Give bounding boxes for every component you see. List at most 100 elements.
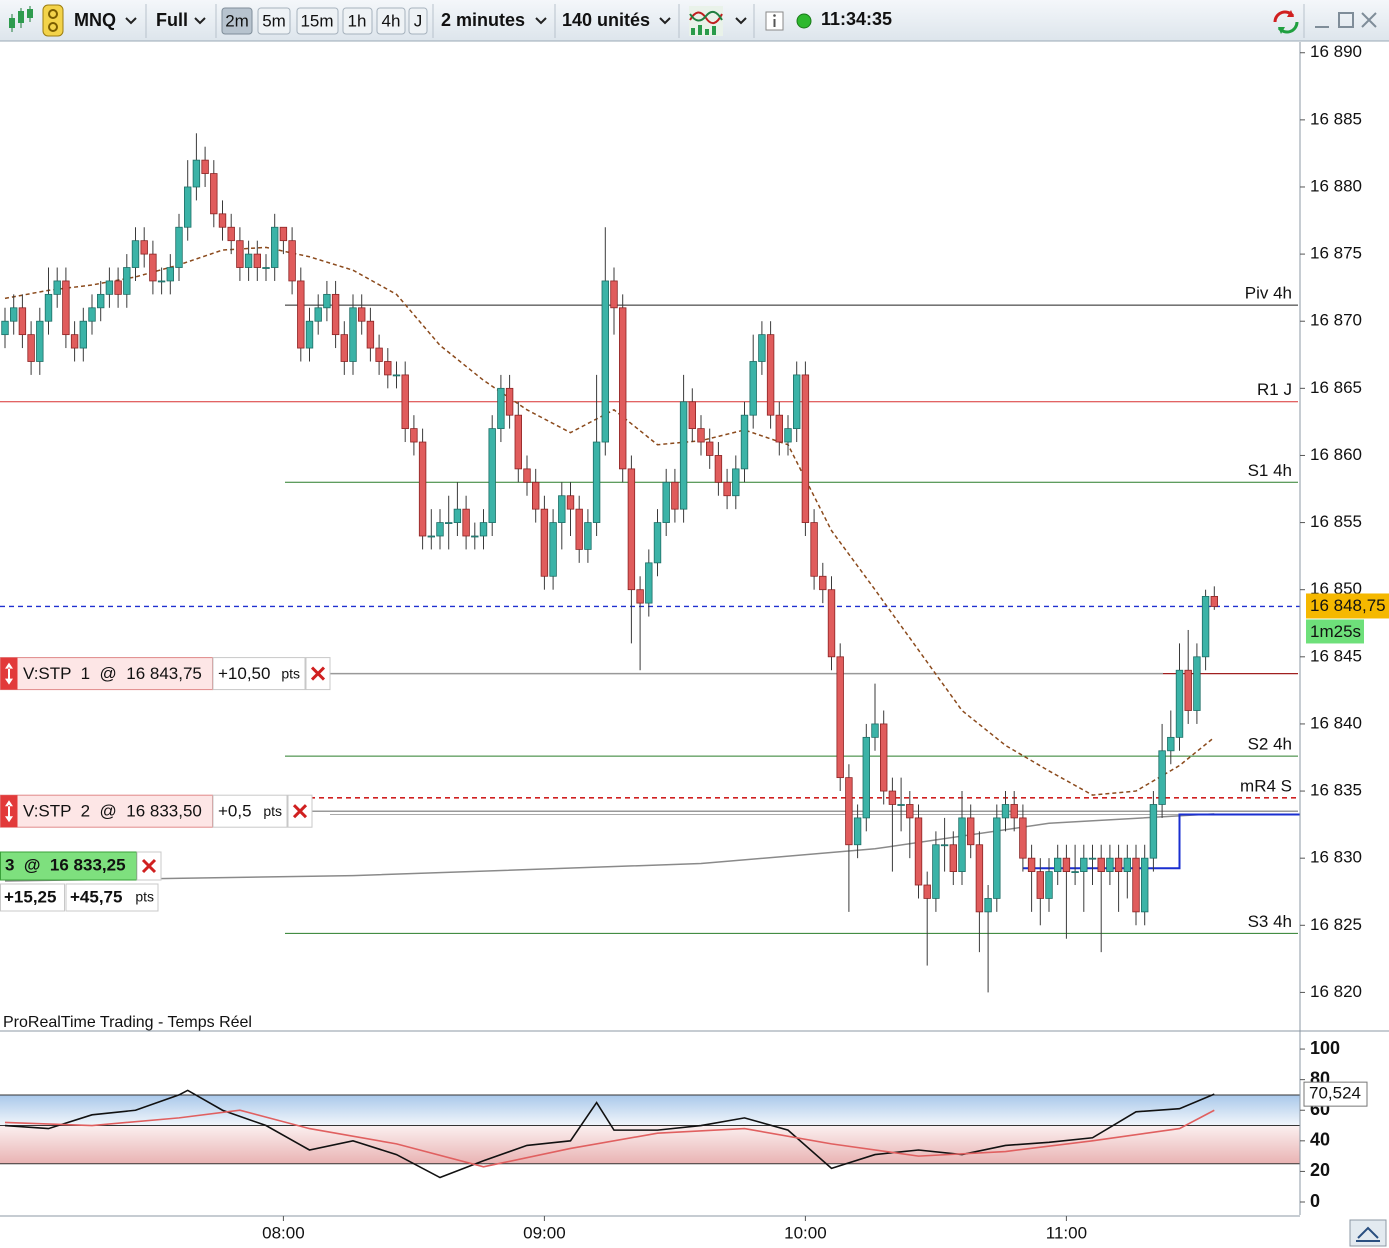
candle-body [175,226,183,268]
timeframe-button[interactable]: J [414,11,423,30]
timeframe-button[interactable]: 15m [300,11,333,30]
candle-body [984,898,992,913]
level-label: S1 4h [1248,461,1292,480]
order-label: V:STP 1 @ 16 843,75 [23,664,202,683]
close-button[interactable] [1361,12,1377,28]
chart-type-button[interactable] [9,6,33,32]
candle-body [157,280,166,283]
position-box[interactable] [0,851,137,881]
position-pnl: +45,75 [70,887,122,906]
axes: 16 820 16 825 16 830 16 835 16 840 16 845 16 8… [262,42,1389,1242]
candle-body [1010,804,1018,819]
candle-body [723,481,731,497]
candle-body [210,173,218,215]
candle-body [575,508,583,550]
overlay-line [4,813,1215,882]
indicators-menu[interactable] [735,17,747,25]
y-tick-label: 16 875 [1310,244,1362,263]
rsi-line [4,1109,1215,1168]
level-label: S3 4h [1248,912,1292,931]
candle-body [53,280,61,295]
candle-body [836,656,844,779]
last-price-label: 16 848,75 [1310,596,1386,615]
candle-body [305,320,314,349]
order-box[interactable] [0,794,213,828]
candle-body [697,428,705,443]
x-tick-label: 09:00 [523,1223,566,1242]
candle-body [1,320,9,336]
sync-button[interactable] [1273,10,1299,34]
candle-body [323,293,331,309]
info-button[interactable] [765,11,784,31]
rsi-line [4,1089,1215,1179]
candle-body [845,777,853,846]
candle-body [1201,596,1210,658]
candle-body [1175,669,1184,738]
order-pnl-box [212,657,306,691]
candle-body [70,334,79,349]
candle-body [1080,857,1088,872]
units: 140 unités [562,10,650,30]
candle-body [566,495,575,510]
clock: 11:34:35 [821,9,892,29]
candle-body [775,414,783,443]
rsi-y-tick-label: 0 [1310,1191,1320,1211]
order-pnl-box [212,794,288,828]
level-label: S2 4h [1248,735,1292,754]
scroll-button[interactable] [1349,1219,1387,1247]
y-tick-label: 16 820 [1310,982,1362,1001]
candle-body [497,387,505,430]
y-tick-label: 16 890 [1310,42,1362,61]
timeframe-button[interactable]: 2m [225,11,249,30]
y-tick-label: 16 850 [1310,579,1362,598]
order-box[interactable] [0,657,213,691]
units-select[interactable]: 140 unités [562,10,671,30]
candle-body [558,495,566,523]
candle-body [314,307,322,322]
candle-body [897,804,905,806]
last-price-tag [1306,593,1389,619]
candle-body [801,374,810,523]
rsi-y-tick-label: 40 [1310,1130,1330,1150]
candle-body [192,159,201,188]
timeframe-button[interactable]: 1h [348,11,367,30]
candle-body [732,468,740,497]
candle-body [827,589,836,658]
indicators-button[interactable] [689,6,723,36]
symbol-select[interactable]: MNQ [74,10,137,30]
candle-body [270,226,279,268]
view-select[interactable]: Full [156,10,206,30]
rsi-panel [0,1089,1300,1179]
timeframe-button[interactable]: 4h [382,11,401,30]
candle-body [636,589,644,604]
order-overlays: V:STP 1 @ 16 843,75 +10,50 pts V:STP 2 @ 16… [0,657,331,912]
timeframe-button[interactable]: 5m [262,11,286,30]
candle-body [427,535,435,538]
x-tick-label: 08:00 [262,1223,305,1242]
candle-body [1114,857,1123,872]
candle-body [932,844,940,899]
x-tick-label: 11:00 [1046,1223,1087,1242]
candle-body [871,723,879,738]
candle-body [62,280,70,336]
candle-body [645,562,653,604]
candle-body [1167,736,1175,752]
candle-body [105,280,114,295]
link-button[interactable] [42,4,64,37]
y-tick-label: 16 835 [1310,781,1362,800]
candle-body [444,522,453,524]
candle-body [958,817,966,872]
candle-body [914,817,923,886]
candle-body [1062,857,1071,872]
candle-body [601,280,609,443]
period-select[interactable]: 2 minutes [441,10,547,30]
candle-body [592,441,601,523]
candle-body [97,293,105,309]
candle-body [749,361,757,416]
maximize-button[interactable] [1338,12,1354,28]
price-panel [0,42,1300,1030]
countdown-label: 1m25s [1310,622,1361,641]
candle-body [236,240,244,268]
y-tick-label: 16 870 [1310,311,1362,330]
candle-body [888,790,897,805]
